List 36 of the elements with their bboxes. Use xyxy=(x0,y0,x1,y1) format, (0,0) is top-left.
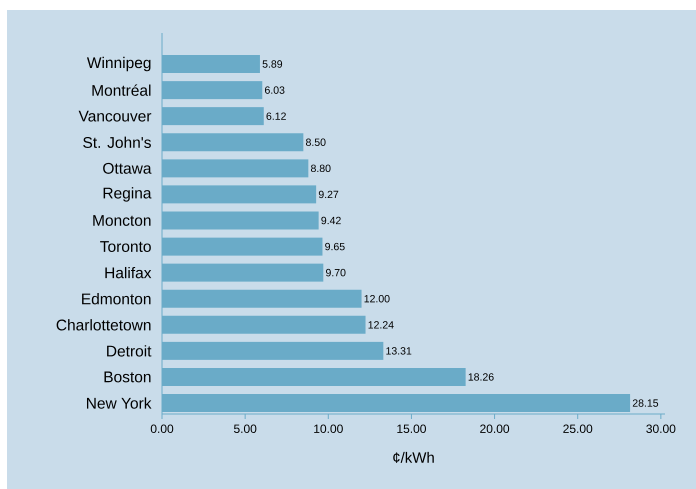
y-tick-label: Winnipeg xyxy=(86,56,150,72)
y-tick-label: New York xyxy=(86,397,152,409)
x-tick-label: 25.00 xyxy=(563,424,592,434)
y-tick-label: Charlottetown xyxy=(56,319,150,330)
x-tick-label: 15.00 xyxy=(397,424,426,434)
data-label: 8.50 xyxy=(306,138,326,146)
y-tick-label: Montréal xyxy=(92,84,150,96)
data-label: 12.00 xyxy=(364,295,390,302)
y-tick-label: Moncton xyxy=(93,215,150,226)
y-tick-label: Detroit xyxy=(107,345,152,357)
x-tick-label: 5.00 xyxy=(234,424,256,434)
y-tick-label: Halifax xyxy=(105,266,152,278)
data-label: 9.65 xyxy=(325,242,345,250)
x-tick-label: 30.00 xyxy=(646,424,676,434)
data-label: 28.15 xyxy=(632,399,658,407)
data-label: 12.24 xyxy=(368,321,394,328)
x-axis-title: ¢/kWh xyxy=(393,452,434,463)
y-tick-label: Regina xyxy=(104,187,152,202)
x-tick-label: 20.00 xyxy=(480,424,510,434)
x-tick-label: 0.00 xyxy=(150,424,174,434)
y-tick-label: Edmonton xyxy=(82,293,150,304)
x-tick-label: 10.00 xyxy=(314,424,343,434)
data-label: 9.70 xyxy=(326,268,346,276)
data-label: 18.26 xyxy=(468,373,494,381)
y-tick-label: St. John's xyxy=(83,136,151,148)
data-label: 8.80 xyxy=(310,164,331,172)
data-label: 6.12 xyxy=(266,112,286,120)
y-tick-label: Toronto xyxy=(100,241,151,252)
y-tick-label: Ottawa xyxy=(103,162,152,174)
y-tick-label: Boston xyxy=(104,372,150,382)
y-tick-label: Vancouver xyxy=(78,110,152,122)
data-label: 9.42 xyxy=(321,216,341,224)
data-label: 13.31 xyxy=(386,347,412,355)
data-label: 5.89 xyxy=(262,60,282,68)
data-label: 6.03 xyxy=(265,86,284,94)
data-label: 9.27 xyxy=(318,190,338,198)
